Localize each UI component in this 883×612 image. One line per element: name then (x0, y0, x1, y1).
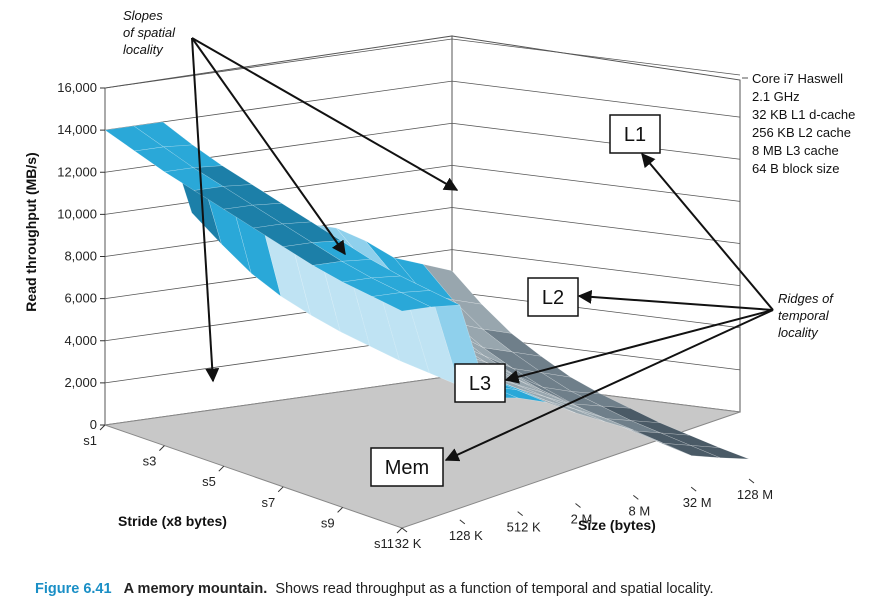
z-tick-label: 6,000 (64, 291, 97, 306)
caption-number: Figure 6.41 (35, 581, 112, 597)
slopes-note-line: locality (123, 42, 164, 57)
z-tick-label: 8,000 (64, 249, 97, 264)
stride-tick-label: s7 (261, 495, 275, 510)
spec-line: 32 KB L1 d-cache (752, 107, 855, 122)
spec-line: 2.1 GHz (752, 89, 800, 104)
z-tick-label: 2,000 (64, 375, 97, 390)
size-tick-mark (401, 527, 408, 533)
size-tick-label: 32 K (395, 536, 422, 551)
z-tick-label: 10,000 (57, 206, 97, 221)
size-tick-mark (459, 519, 466, 525)
size-tick-label: 32 M (683, 495, 712, 510)
stride-tick-label: s1 (83, 433, 97, 448)
ridges-note-line: Ridges of (778, 291, 834, 306)
size-tick-mark (690, 486, 697, 492)
z-tick-label: 14,000 (57, 122, 97, 137)
size-tick-mark (575, 503, 581, 508)
z-gridline (104, 38, 741, 89)
l2-label: L2 (542, 287, 564, 309)
caption-title: A memory mountain. (123, 581, 268, 597)
z-axis-title: Read throughput (MB/s) (23, 152, 39, 311)
figure-caption: Figure 6.41 A memory mountain. Shows rea… (35, 581, 714, 597)
stride-tick-label: s11 (374, 536, 394, 551)
size-tick-label: 128 M (737, 487, 773, 502)
ridge-arrow (641, 152, 774, 311)
size-tick-label: 128 K (449, 528, 483, 543)
size-tick-label: 2 M (571, 512, 593, 527)
stride-tick-mark (218, 465, 225, 472)
axis-ticks: 0 2,000 4,000 6,000 8,000 10,000 12,000 14,000 1… (57, 80, 773, 551)
spec-line: Core i7 Haswell (752, 71, 843, 86)
size-tick-mark (748, 478, 755, 484)
size-tick-mark (517, 511, 523, 517)
l1-label-box: L1 (609, 114, 661, 154)
slope-arrow (191, 37, 459, 191)
throughput-surface (104, 121, 750, 460)
stride-tick-mark (99, 424, 106, 431)
size-axis-title: Size (bytes) (578, 517, 656, 533)
ridges-annotation: Ridges of temporal locality (444, 152, 834, 462)
stride-tick-mark (337, 507, 343, 513)
ridges-note-line: locality (778, 325, 819, 340)
z-tick-label: 0 (90, 417, 97, 432)
z-gridline (104, 249, 741, 300)
l3-label: L3 (469, 373, 491, 395)
l2-label-box: L2 (527, 277, 579, 317)
slopes-note-line: Slopes (123, 8, 163, 23)
spec-list: Core i7 Haswell 2.1 GHz 32 KB L1 d-cache… (742, 71, 855, 176)
stride-tick-mark (277, 486, 284, 493)
z-tick-label: 4,000 (64, 333, 97, 348)
mem-label-box: Mem (370, 447, 444, 487)
size-tick-mark (633, 494, 639, 500)
z-tick-label: 12,000 (57, 164, 97, 179)
ridge-arrow (444, 309, 774, 462)
l1-label: L1 (624, 124, 646, 146)
ridge-arrow (504, 309, 774, 384)
stride-axis-title: Stride (x8 bytes) (118, 513, 227, 529)
caption-text: Shows read throughput as a function of t… (275, 581, 714, 597)
mem-label: Mem (385, 457, 429, 479)
stride-tick-mark (396, 527, 403, 534)
l3-label-box: L3 (454, 363, 506, 403)
stride-tick-label: s5 (202, 474, 216, 489)
stride-tick-label: s9 (321, 515, 335, 530)
slopes-annotation: Slopes of spatial locality (123, 8, 459, 383)
size-tick-label: 8 M (628, 503, 650, 518)
stride-tick-mark (159, 445, 165, 451)
slope-arrow (191, 37, 346, 256)
ridges-note-line: temporal (778, 308, 830, 323)
spec-line: 8 MB L3 cache (752, 143, 839, 158)
z-gridline (104, 80, 741, 131)
z-tick-label: 16,000 (57, 80, 97, 95)
slope-arrow (191, 37, 220, 383)
ridge-arrow (577, 289, 774, 311)
spec-line: 256 KB L2 cache (752, 125, 851, 140)
slopes-note-line: of spatial (123, 25, 176, 40)
surface-facet (371, 292, 432, 312)
size-tick-label: 512 K (507, 520, 541, 535)
spec-line: 64 B block size (752, 161, 839, 176)
stride-tick-label: s3 (143, 454, 157, 469)
